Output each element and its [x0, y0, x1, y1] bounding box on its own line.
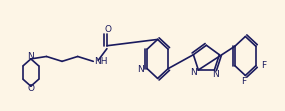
Text: N: N	[212, 70, 219, 79]
Text: F: F	[261, 61, 266, 70]
Text: NH: NH	[94, 57, 108, 66]
Text: N: N	[190, 68, 196, 77]
Text: N: N	[137, 65, 144, 74]
Text: O: O	[104, 25, 111, 34]
Text: F: F	[241, 77, 246, 86]
Text: O: O	[27, 84, 34, 93]
Text: N: N	[27, 53, 34, 61]
